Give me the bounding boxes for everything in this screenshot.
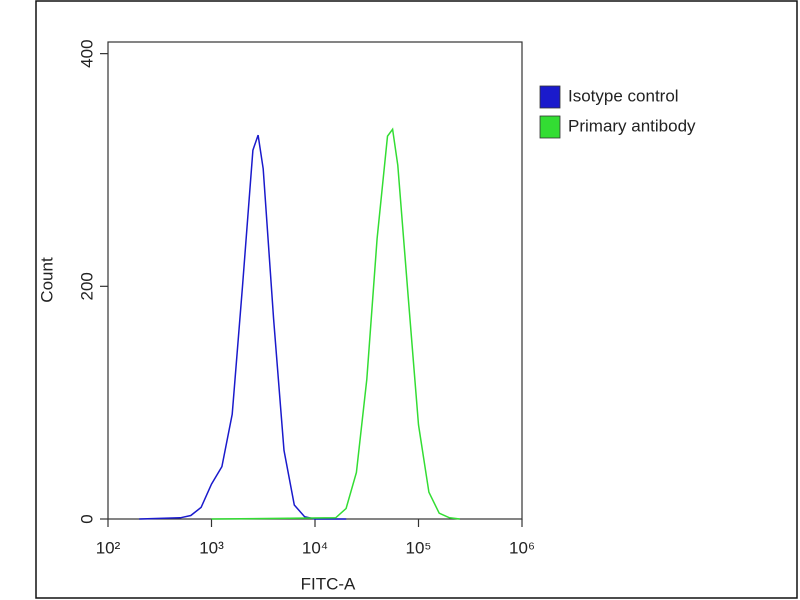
legend-label: Isotype control: [568, 86, 679, 105]
series-line: [211, 127, 460, 520]
x-tick-label: 10⁶: [509, 538, 535, 557]
y-tick-label: 200: [77, 272, 96, 300]
legend-swatch: [539, 115, 561, 139]
legend-label: Primary antibody: [568, 116, 696, 135]
y-tick-label: 0: [77, 514, 96, 523]
legend-swatch: [539, 85, 561, 109]
y-tick-label: 400: [77, 39, 96, 67]
plot-area: [107, 41, 523, 520]
series-line: [139, 134, 347, 520]
x-tick-label: 10⁵: [406, 538, 432, 557]
x-tick-label: 10²: [96, 538, 121, 557]
x-tick-label: 10³: [199, 538, 224, 557]
x-tick-label: 10⁴: [302, 538, 328, 557]
frame: [35, 0, 798, 599]
x-axis-label: FITC-A: [301, 574, 356, 593]
y-axis-label: Count: [37, 257, 56, 303]
